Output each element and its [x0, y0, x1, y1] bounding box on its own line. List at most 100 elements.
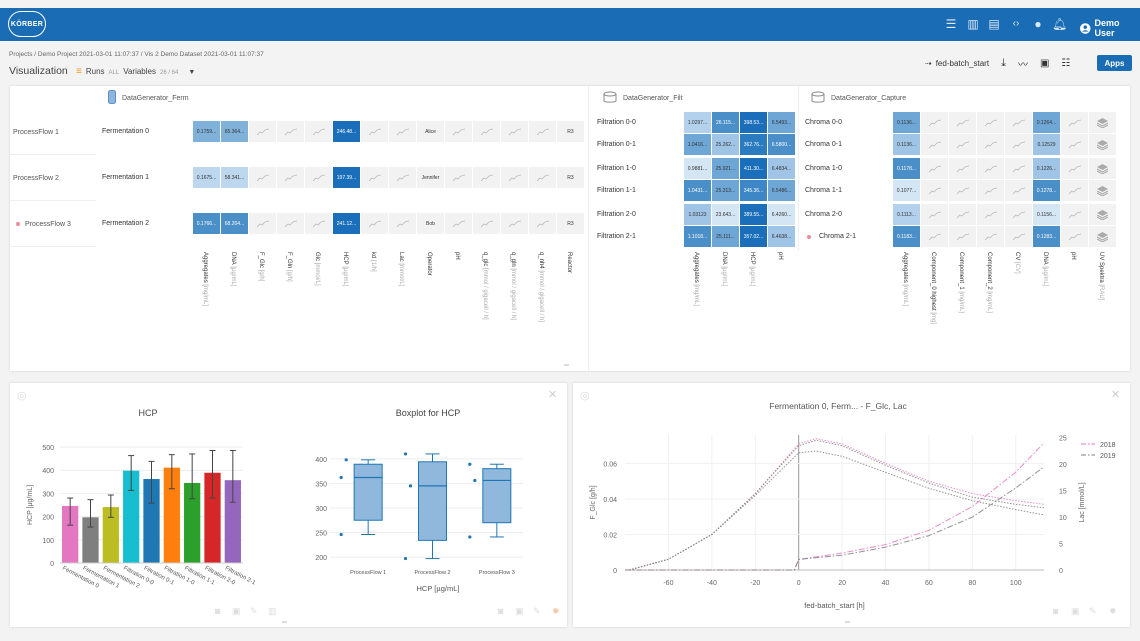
sparkline-icon[interactable] [949, 226, 976, 247]
column-header[interactable]: Aggregates [mg/mL] [693, 252, 699, 306]
sparkline-icon[interactable] [921, 134, 948, 155]
value-cell[interactable]: 357.02... [740, 226, 767, 247]
column-header[interactable]: Aggregates [mg/mL] [202, 252, 208, 306]
sparkline-icon[interactable] [1061, 134, 1088, 155]
layers-icon[interactable] [1089, 204, 1116, 225]
korber-logo[interactable]: KÖRBER [8, 11, 46, 37]
row-label[interactable]: Chroma 2-1 [801, 226, 889, 247]
line-chart-icon[interactable]: 〰 [1017, 60, 1028, 71]
sparkline-icon[interactable] [249, 167, 276, 188]
gear-icon[interactable]: ✹ [552, 606, 560, 616]
column-header[interactable]: DNA [µg/mL] [230, 252, 236, 286]
close-icon[interactable]: ✕ [1111, 389, 1121, 401]
sparkline-icon[interactable] [249, 213, 276, 234]
column-header[interactable]: Component_1 [mg/mL] [958, 252, 964, 313]
sparkline-icon[interactable] [473, 167, 500, 188]
sparkline-icon[interactable] [977, 158, 1004, 179]
value-cell[interactable]: 197.39... [333, 167, 360, 188]
camera-icon[interactable]: ◙ [215, 606, 221, 616]
value-cell[interactable]: 1.0297... [684, 112, 711, 133]
value-cell[interactable]: 0.1156... [1033, 204, 1060, 225]
book-icon[interactable]: ▥ [967, 17, 979, 31]
data-point[interactable] [468, 535, 472, 539]
value-cell[interactable]: 25.313... [712, 180, 739, 201]
data-point[interactable] [344, 458, 348, 462]
pencil-icon[interactable]: ✎ [533, 606, 541, 616]
bar[interactable] [184, 482, 201, 563]
bar[interactable] [123, 470, 140, 563]
row-label[interactable]: Filtration 1-1 [593, 180, 681, 201]
value-cell[interactable]: R3 [557, 213, 584, 234]
process-flow-row[interactable]: ProcessFlow 1 [10, 110, 96, 155]
resize-handle[interactable]: ═ [564, 362, 569, 369]
series-line-2018[interactable] [629, 438, 1045, 571]
layers-icon[interactable] [1089, 158, 1116, 179]
value-cell[interactable]: Bob [417, 213, 444, 234]
bar[interactable] [102, 507, 119, 563]
value-cell[interactable]: Alice [417, 121, 444, 142]
sparkline-icon[interactable] [1005, 180, 1032, 201]
sparkline-icon[interactable] [389, 213, 416, 234]
bar[interactable] [204, 472, 221, 563]
layers-icon[interactable] [1089, 112, 1116, 133]
sparkline-icon[interactable] [277, 213, 304, 234]
sparkline-icon[interactable] [921, 180, 948, 201]
value-cell[interactable]: 0.1766... [193, 213, 220, 234]
resize-handle[interactable]: ═ [845, 619, 850, 626]
sparkline-icon[interactable] [501, 167, 528, 188]
user-menu[interactable]: Demo User [1080, 18, 1140, 38]
sparkline-icon[interactable] [1061, 112, 1088, 133]
sparkline-icon[interactable] [529, 121, 556, 142]
value-cell[interactable]: Jennifer [417, 167, 444, 188]
value-cell[interactable]: 1.0416... [684, 134, 711, 155]
sparkline-icon[interactable] [1061, 204, 1088, 225]
series-line-2019[interactable] [625, 466, 1045, 571]
value-cell[interactable]: 6.5493... [768, 112, 795, 133]
value-cell[interactable]: 0.1178... [893, 158, 920, 179]
sparkline-icon[interactable] [1061, 226, 1088, 247]
value-cell[interactable]: 0.1675... [193, 167, 220, 188]
sparkline-icon[interactable] [949, 158, 976, 179]
sparkline-icon[interactable] [445, 213, 472, 234]
value-cell[interactable]: 0.1283... [1033, 226, 1060, 247]
row-label[interactable]: Filtration 0-0 [593, 112, 681, 133]
column-header[interactable]: Component_0 highest [mg] [930, 252, 936, 324]
row-label[interactable]: Filtration 1-0 [593, 158, 681, 179]
check-circle-icon[interactable]: ◎ [17, 390, 27, 402]
sparkline-icon[interactable] [1005, 158, 1032, 179]
column-header[interactable]: q_nh4 [mmol / gigacell / h] [538, 252, 544, 322]
column-header[interactable]: HCP [µg/mL] [749, 252, 755, 286]
value-cell[interactable]: 1.03123 [684, 204, 711, 225]
data-point[interactable] [473, 478, 477, 483]
sparkline-icon[interactable] [1005, 134, 1032, 155]
series-line-2019[interactable] [629, 439, 1045, 571]
value-cell[interactable]: 398.53... [740, 112, 767, 133]
row-label[interactable]: Chroma 1-0 [801, 158, 889, 179]
sparkline-icon[interactable] [473, 121, 500, 142]
column-header[interactable]: kd [1/h] [370, 252, 376, 272]
value-cell[interactable]: 389.55... [740, 204, 767, 225]
process-flow-row[interactable]: ProcessFlow 3 [10, 202, 96, 247]
value-cell[interactable]: 68.204... [221, 213, 248, 234]
filter-icon[interactable]: ≡ [76, 66, 82, 77]
column-header[interactable]: Operator [426, 252, 432, 276]
sparkline-icon[interactable] [1005, 226, 1032, 247]
sparkline-icon[interactable] [249, 121, 276, 142]
download-icon[interactable]: ⤓ [1001, 57, 1006, 69]
sparkline-icon[interactable] [389, 121, 416, 142]
sparkline-icon[interactable] [305, 121, 332, 142]
sparkline-icon[interactable] [361, 167, 388, 188]
sliders-icon[interactable]: ☷ [1061, 58, 1071, 69]
value-cell[interactable]: 246.48... [333, 121, 360, 142]
check-circle-icon[interactable]: ◎ [580, 390, 590, 402]
value-cell[interactable]: 6.4638... [768, 226, 795, 247]
value-cell[interactable]: 362.76... [740, 134, 767, 155]
bell-icon[interactable]: 🔔︎ [1052, 17, 1068, 31]
value-cell[interactable]: 0.9881... [684, 158, 711, 179]
column-header[interactable]: Aggregates [mg/mL] [902, 252, 908, 306]
layers-icon[interactable] [1089, 134, 1116, 155]
box[interactable] [418, 461, 447, 541]
sparkline-icon[interactable] [1061, 180, 1088, 201]
resize-handle[interactable]: ═ [282, 619, 287, 626]
chevron-down-icon[interactable]: ▼ [188, 69, 196, 76]
